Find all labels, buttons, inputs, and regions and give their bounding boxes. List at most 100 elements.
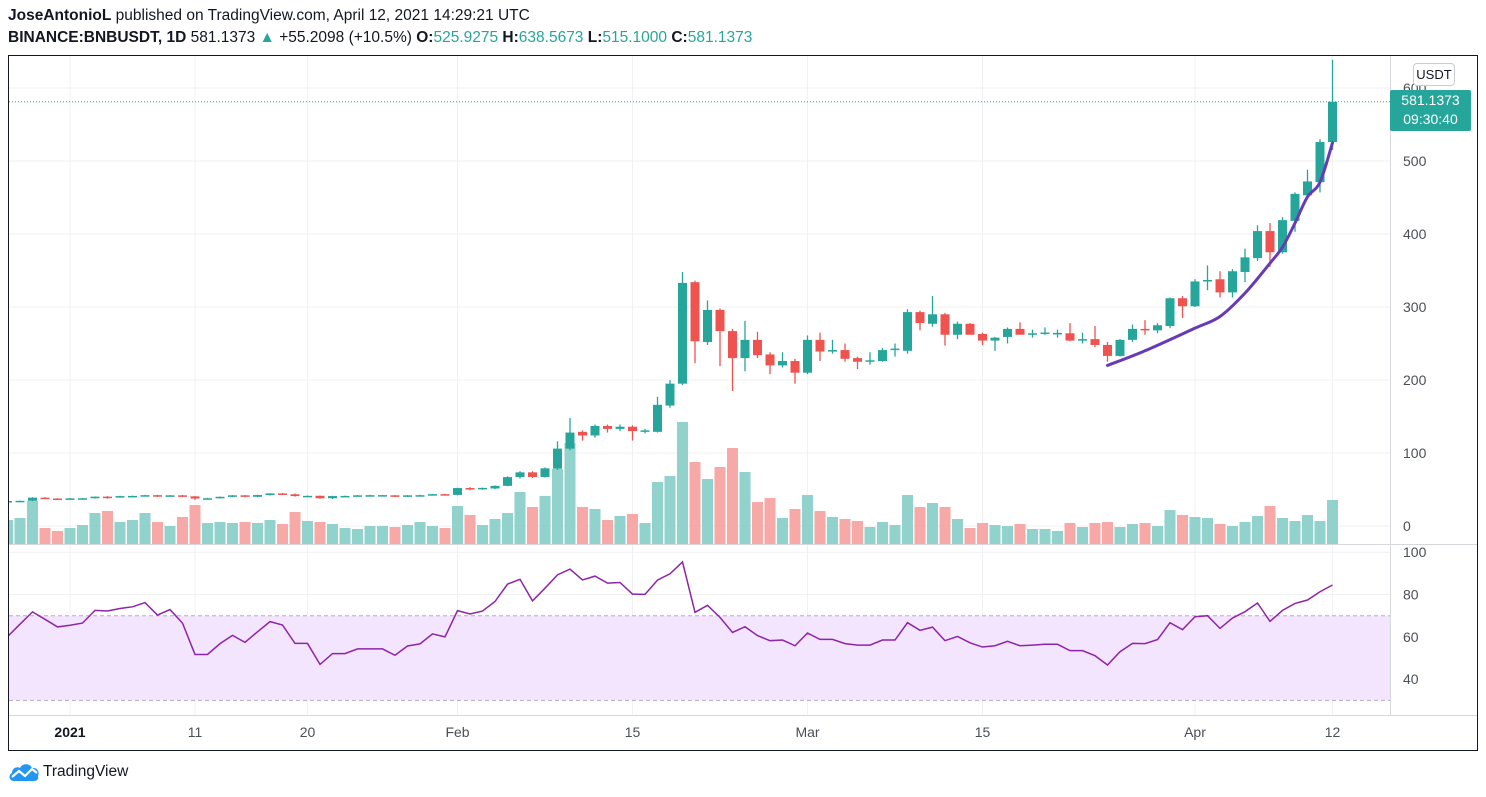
candle[interactable] — [1240, 248, 1250, 283]
candle[interactable] — [640, 428, 650, 434]
candle[interactable] — [490, 485, 500, 490]
candle[interactable] — [453, 487, 462, 496]
candle[interactable] — [103, 496, 112, 499]
candle[interactable] — [40, 497, 50, 500]
candle[interactable] — [1103, 342, 1112, 362]
candle[interactable] — [315, 495, 325, 499]
candle[interactable] — [603, 424, 612, 433]
tradingview-logo[interactable]: TradingView — [8, 762, 128, 782]
candle[interactable] — [678, 271, 687, 386]
candle[interactable] — [1253, 225, 1262, 262]
candle[interactable] — [903, 309, 912, 354]
candle[interactable] — [1040, 327, 1050, 335]
candle[interactable] — [953, 321, 962, 340]
candle[interactable] — [1078, 332, 1087, 344]
candle[interactable] — [578, 430, 587, 441]
candle[interactable] — [140, 494, 150, 497]
candle[interactable] — [728, 328, 737, 391]
candle[interactable] — [440, 493, 450, 496]
candle[interactable] — [778, 352, 787, 368]
candle[interactable] — [1015, 322, 1025, 335]
candle[interactable] — [278, 493, 287, 495]
candle[interactable] — [628, 425, 637, 441]
candle[interactable] — [503, 476, 512, 487]
candle[interactable] — [428, 493, 437, 496]
candle[interactable] — [378, 494, 387, 497]
candle[interactable] — [1165, 297, 1175, 329]
candle[interactable] — [1303, 169, 1312, 197]
author-name[interactable]: JoseAntonioL — [8, 7, 112, 24]
drawn-curve[interactable] — [1106, 141, 1334, 367]
candle[interactable] — [1140, 320, 1150, 335]
candle[interactable] — [565, 417, 575, 451]
candle[interactable] — [890, 343, 900, 357]
candle[interactable] — [528, 471, 537, 478]
candle[interactable] — [190, 496, 200, 500]
candle[interactable] — [340, 495, 350, 498]
candle[interactable] — [590, 424, 600, 438]
candle[interactable] — [815, 332, 825, 362]
candle[interactable] — [965, 323, 975, 335]
candle[interactable] — [78, 497, 87, 500]
rsi-axis[interactable]: 100 80 60 40 — [1403, 544, 1427, 687]
candle[interactable] — [28, 497, 37, 502]
candle[interactable] — [415, 494, 425, 497]
candle[interactable] — [265, 493, 275, 496]
candle[interactable] — [303, 495, 312, 498]
candle[interactable] — [1053, 329, 1062, 338]
candle[interactable] — [165, 495, 175, 497]
candle[interactable] — [1178, 296, 1187, 318]
candle[interactable] — [240, 495, 250, 498]
candle[interactable] — [1090, 325, 1100, 348]
candle[interactable] — [803, 335, 812, 375]
candle[interactable] — [215, 496, 225, 499]
candle[interactable] — [990, 336, 1000, 351]
candle[interactable] — [853, 356, 862, 370]
candle[interactable] — [153, 494, 162, 497]
candle[interactable] — [540, 467, 550, 478]
candle[interactable] — [1115, 339, 1125, 357]
candle[interactable] — [615, 424, 625, 432]
candle[interactable] — [15, 500, 25, 503]
candle[interactable] — [690, 280, 700, 364]
currency-badge[interactable]: USDT — [1413, 63, 1455, 86]
time-axis[interactable]: 2021 11 20 Feb 15 Mar 15 Apr 12 — [54, 724, 1340, 740]
candle[interactable] — [840, 343, 850, 362]
candle[interactable] — [653, 396, 662, 433]
candle[interactable] — [790, 358, 800, 384]
candle[interactable] — [740, 320, 750, 372]
candle[interactable] — [90, 496, 100, 499]
candle[interactable] — [703, 300, 712, 345]
candle[interactable] — [1190, 279, 1200, 307]
candle[interactable] — [53, 498, 62, 501]
candle[interactable] — [915, 310, 925, 331]
candle[interactable] — [1228, 269, 1237, 298]
candle[interactable] — [478, 487, 487, 490]
candle[interactable] — [403, 495, 412, 497]
candle[interactable] — [365, 494, 375, 497]
candle[interactable] — [203, 497, 212, 500]
candle[interactable] — [1128, 324, 1137, 343]
candle[interactable] — [765, 352, 775, 375]
candle[interactable] — [1215, 271, 1225, 298]
candle[interactable] — [978, 332, 987, 345]
candle[interactable] — [390, 495, 400, 498]
candle[interactable] — [1003, 327, 1012, 344]
candle[interactable] — [940, 312, 950, 346]
candle[interactable] — [128, 495, 137, 498]
candle[interactable] — [465, 487, 475, 491]
candle[interactable] — [865, 352, 875, 365]
candle[interactable] — [328, 495, 337, 499]
candle[interactable] — [115, 495, 125, 498]
candle[interactable] — [1153, 323, 1162, 334]
candle[interactable] — [515, 471, 525, 479]
candle[interactable] — [290, 493, 300, 497]
candle[interactable] — [1265, 223, 1275, 267]
candle[interactable] — [878, 347, 887, 362]
candle[interactable] — [253, 494, 262, 498]
candle[interactable] — [3, 500, 12, 503]
candle[interactable] — [228, 495, 237, 498]
candle[interactable] — [65, 498, 75, 500]
